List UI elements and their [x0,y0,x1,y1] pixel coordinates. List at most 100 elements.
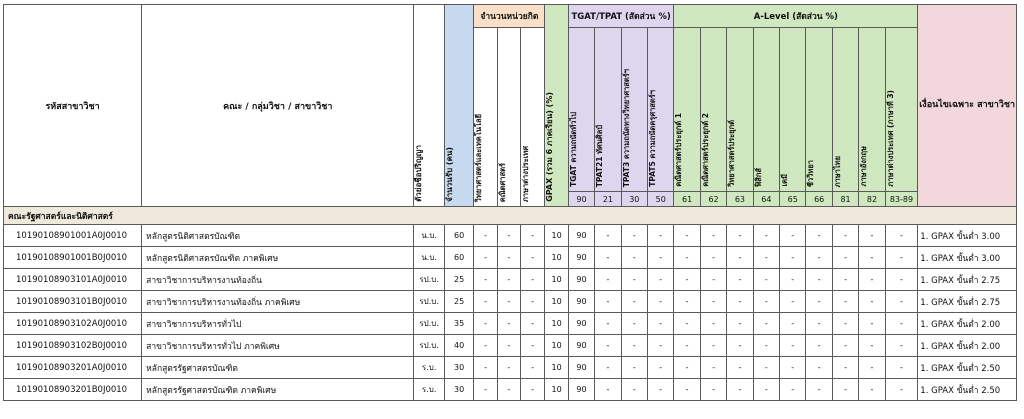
cell-gpax: 10 [544,290,569,313]
cell-credit-lang: - [520,378,546,401]
table-row: 10190108903201A0J0010 หลักสูตรรัฐศาสตรบัณ… [2,356,1017,379]
cell-alevel-65: - [779,356,807,379]
cell-seats: 30 [443,356,475,379]
cell-tpat-21: - [594,378,622,401]
cell-tpat-50: - [647,312,675,335]
cell-seats: 25 [443,268,475,291]
cell-alevel-83-89: - [884,334,919,357]
cell-code: 10190108903201B0J0010 [2,378,143,401]
cell-tgat-90: 90 [567,224,596,247]
cell-program: หลักสูตรรัฐศาสตรบัณฑิต [141,356,415,379]
cell-tgat-90: 90 [567,290,596,313]
cell-code: 10190108903101B0J0010 [2,290,143,313]
cell-code: 10190108901001B0J0010 [2,246,143,269]
cell-credit-sci: - [473,378,498,401]
cell-alevel-64: - [752,268,781,291]
cell-alevel-81: - [831,356,860,379]
cell-condition: 1. GPAX ขั้นต่ำ 3.00 [917,246,1017,269]
cell-tpat-30: - [620,378,649,401]
cell-code: 10190108903102A0J0010 [2,312,143,335]
header-tpat-30-code: 30 [620,191,649,207]
cell-alevel-82: - [858,356,886,379]
cell-alevel-65: - [779,312,807,335]
section-row: คณะรัฐศาสตร์และนิติศาสตร์ [3,206,1017,225]
cell-alevel-63: - [726,246,754,269]
cell-alevel-82: - [858,290,886,313]
cell-tpat-21: - [594,334,622,357]
header-tpat-50-code: 50 [647,191,675,207]
cell-credit-lang: - [520,246,546,269]
cell-credit-lang: - [520,290,546,313]
cell-alevel-61: - [673,290,701,313]
cell-condition: 1. GPAX ขั้นต่ำ 2.75 [917,290,1017,313]
cell-seats: 35 [443,312,475,335]
cell-condition: 1. GPAX ขั้นต่ำ 2.00 [917,312,1017,335]
header-tpat-50: TPAT5 ความถนัดครุศาสตร์ฯ [647,27,675,192]
cell-alevel-61: - [673,312,701,335]
header-degree-label: ตัวย่อชื่อปริญญา [414,145,424,202]
cell-alevel-62: - [699,290,728,313]
header-alevel-64: ฟิสิกส์ [752,27,781,192]
cell-alevel-66: - [805,290,833,313]
cell-degree: รป.บ. [413,290,445,313]
cell-alevel-61: - [673,378,701,401]
cell-alevel-82: - [858,312,886,335]
header-tgat-group: TGAT/TPAT (สัดส่วน %) [567,4,675,28]
cell-alevel-81: - [831,312,860,335]
cell-tgat-90: 90 [567,334,596,357]
header-alevel-81-label: ภาษาไทย [832,155,842,187]
table-row: 10190108903201B0J0010 หลักสูตรรัฐศาสตรบัณ… [2,378,1017,401]
cell-tpat-50: - [647,334,675,357]
header-alevel-62-code: 62 [699,191,728,207]
cell-alevel-61: - [673,224,701,247]
cell-alevel-82: - [858,224,886,247]
cell-seats: 25 [443,290,475,313]
cell-alevel-63: - [726,290,754,313]
header-alevel-83-89-label: ภาษาต่างประเทศ (ภาษาที่ 3) [885,90,895,187]
cell-alevel-82: - [858,334,886,357]
cell-credit-sci: - [473,268,498,291]
header-tpat-50-label: TPAT5 ความถนัดครุศาสตร์ฯ [648,90,658,187]
cell-alevel-65: - [779,290,807,313]
cell-gpax: 10 [544,334,569,357]
cell-alevel-62: - [699,378,728,401]
cell-tgat-90: 90 [567,378,596,401]
cell-alevel-65: - [779,378,807,401]
header-alevel-61: คณิตศาสตร์ประยุกต์ 1 [673,27,701,192]
cell-alevel-64: - [752,334,781,357]
header-credit-lang: ภาษาต่างประเทศ [520,27,546,207]
header-alevel-63-label: วิทยาศาสตร์ประยุกต์ [727,120,737,187]
cell-code: 10190108903201A0J0010 [2,356,143,379]
cell-credit-math: - [496,378,522,401]
cell-alevel-65: - [779,246,807,269]
cell-condition: 1. GPAX ขั้นต่ำ 2.50 [917,356,1017,379]
cell-tpat-21: - [594,224,622,247]
cell-tpat-30: - [620,246,649,269]
cell-alevel-83-89: - [884,356,919,379]
cell-condition: 1. GPAX ขั้นต่ำ 2.00 [917,334,1017,357]
header-credit-sci: วิทยาศาสตร์และเทคโนโลยี [473,27,498,207]
cell-alevel-81: - [831,378,860,401]
cell-credit-lang: - [520,224,546,247]
header-alevel-66: ชีววิทยา [805,27,833,192]
cell-alevel-63: - [726,356,754,379]
cell-tgat-90: 90 [567,356,596,379]
cell-alevel-82: - [858,246,886,269]
header-gpax-label: GPAX (รวม 6 ภาคเรียน) (%) [545,92,555,202]
cell-gpax: 10 [544,378,569,401]
cell-tpat-30: - [620,268,649,291]
header-alevel-82-label: ภาษาอังกฤษ [859,146,869,187]
cell-alevel-83-89: - [884,290,919,313]
header-degree: ตัวย่อชื่อปริญญา [413,4,445,207]
cell-gpax: 10 [544,268,569,291]
header-tpat-30-label: TPAT3 ความถนัดทางวิทยาศาสตร์ฯ [621,68,631,187]
header-alevel-65-code: 65 [779,191,807,207]
header-special: เงื่อนไขเฉพาะ สาขาวิชา [917,4,1017,207]
header-code: รหัสสาขาวิชา [2,4,143,207]
cell-credit-sci: - [473,356,498,379]
cell-tpat-30: - [620,224,649,247]
cell-tpat-21: - [594,268,622,291]
cell-alevel-81: - [831,268,860,291]
header-alevel-65-label: เคมี [780,174,790,187]
cell-credit-sci: - [473,312,498,335]
